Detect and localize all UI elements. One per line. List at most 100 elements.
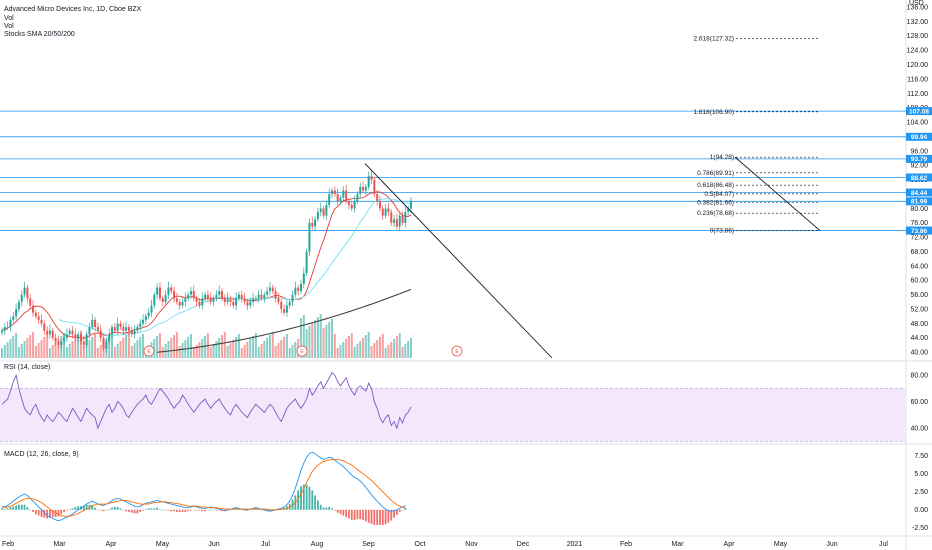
candle-body[interactable]	[63, 337, 66, 342]
candle-body[interactable]	[260, 294, 263, 299]
candle-body[interactable]	[113, 327, 116, 331]
candle-body[interactable]	[339, 197, 342, 202]
candle-body[interactable]	[345, 190, 348, 202]
candle-body[interactable]	[395, 219, 398, 227]
candle-body[interactable]	[325, 204, 328, 216]
candle-body[interactable]	[370, 176, 373, 180]
candle-body[interactable]	[150, 305, 153, 313]
candle-body[interactable]	[133, 330, 136, 335]
candle-body[interactable]	[274, 291, 277, 299]
candle-body[interactable]	[359, 186, 362, 195]
candle-body[interactable]	[46, 330, 49, 335]
candle-body[interactable]	[127, 327, 130, 331]
candle-body[interactable]	[350, 204, 353, 209]
candle-body[interactable]	[20, 294, 23, 302]
candle-body[interactable]	[311, 222, 314, 227]
candle-body[interactable]	[215, 294, 218, 299]
candle-body[interactable]	[198, 301, 201, 306]
candle-body[interactable]	[1, 330, 3, 333]
candle-body[interactable]	[291, 294, 294, 302]
candle-body[interactable]	[15, 309, 18, 317]
candle-body[interactable]	[111, 327, 114, 335]
candle-body[interactable]	[209, 298, 212, 302]
candle-body[interactable]	[3, 327, 6, 331]
legend-vol-2[interactable]: Vol	[4, 23, 14, 30]
candle-body[interactable]	[319, 208, 322, 213]
candle-body[interactable]	[136, 327, 139, 331]
candle-body[interactable]	[246, 301, 249, 306]
candle-body[interactable]	[85, 334, 88, 346]
candle-body[interactable]	[37, 316, 40, 320]
candle-body[interactable]	[102, 337, 105, 349]
candle-body[interactable]	[88, 327, 91, 335]
candle-body[interactable]	[144, 316, 147, 320]
candle-body[interactable]	[240, 294, 243, 299]
candle-body[interactable]	[331, 190, 334, 195]
price-axis-labels[interactable]: 40.00 44.00 48.00 52.00 56.00 60.00 64.00 68.00…	[907, 4, 929, 532]
fibonacci-layer[interactable]: 0(73.86) 0.236(78.68) 0.382(81.66) 0.5(84.0…	[694, 35, 821, 235]
candle-body[interactable]	[99, 330, 102, 338]
candle-body[interactable]	[322, 208, 325, 216]
candle-body[interactable]	[82, 341, 85, 346]
candle-body[interactable]	[404, 212, 407, 223]
candle-body[interactable]	[376, 194, 379, 202]
time-axis-labels[interactable]: Feb Mar Apr May Jun Jul Aug Sep Oct Nov Dec 2021 Feb…	[2, 541, 888, 548]
candle-body[interactable]	[387, 208, 390, 213]
candle-body[interactable]	[94, 319, 97, 328]
candle-body[interactable]	[249, 301, 252, 306]
candle-body[interactable]	[65, 334, 68, 338]
candle-body[interactable]	[218, 291, 221, 295]
candle-body[interactable]	[6, 327, 9, 328]
candle-body[interactable]	[181, 301, 184, 306]
candle-body[interactable]	[277, 298, 280, 302]
candle-body[interactable]	[390, 212, 393, 223]
candle-body[interactable]	[378, 201, 381, 209]
candle-body[interactable]	[161, 298, 164, 302]
candle-body[interactable]	[91, 319, 94, 328]
candle-body[interactable]	[40, 319, 43, 324]
candle-body[interactable]	[153, 294, 156, 306]
candle-body[interactable]	[333, 190, 336, 195]
earnings-marker[interactable]	[451, 345, 463, 357]
candle-body[interactable]	[96, 327, 99, 331]
candle-body[interactable]	[328, 194, 331, 205]
candle-body[interactable]	[243, 298, 246, 302]
candle-body[interactable]	[268, 287, 271, 292]
candle-body[interactable]	[119, 323, 122, 328]
candle-body[interactable]	[192, 291, 195, 299]
candle-body[interactable]	[308, 222, 311, 252]
candle-body[interactable]	[167, 287, 170, 295]
candle-body[interactable]	[401, 215, 404, 223]
candle-body[interactable]	[116, 323, 119, 331]
candle-body[interactable]	[23, 287, 26, 295]
candle-body[interactable]	[105, 341, 108, 349]
candle-body[interactable]	[195, 298, 198, 302]
candle-body[interactable]	[342, 190, 345, 198]
candle-body[interactable]	[252, 298, 255, 302]
candle-body[interactable]	[305, 251, 308, 274]
candle-body[interactable]	[77, 334, 80, 338]
candle-body[interactable]	[139, 323, 142, 328]
candle-body[interactable]	[34, 312, 37, 317]
candle-body[interactable]	[263, 294, 266, 299]
candle-body[interactable]	[158, 287, 161, 299]
candle-body[interactable]	[71, 330, 74, 335]
candle-body[interactable]	[68, 330, 71, 335]
legend-rsi[interactable]: RSI (14, close)	[4, 364, 50, 371]
candle-body[interactable]	[57, 341, 60, 346]
candle-body[interactable]	[60, 341, 63, 346]
candle-body[interactable]	[29, 298, 32, 306]
candle-body[interactable]	[393, 219, 396, 223]
fib-trend-line[interactable]	[734, 156, 821, 231]
candle-body[interactable]	[125, 327, 128, 331]
earnings-marker[interactable]	[296, 345, 308, 357]
candle-body[interactable]	[367, 176, 370, 187]
legend-macd[interactable]: MACD (12, 26, close, 9)	[4, 451, 79, 458]
candle-body[interactable]	[147, 312, 150, 317]
candle-body[interactable]	[156, 287, 159, 295]
candle-body[interactable]	[353, 201, 356, 209]
candle-body[interactable]	[9, 319, 12, 328]
candle-body[interactable]	[164, 294, 167, 302]
candle-body[interactable]	[364, 186, 367, 191]
